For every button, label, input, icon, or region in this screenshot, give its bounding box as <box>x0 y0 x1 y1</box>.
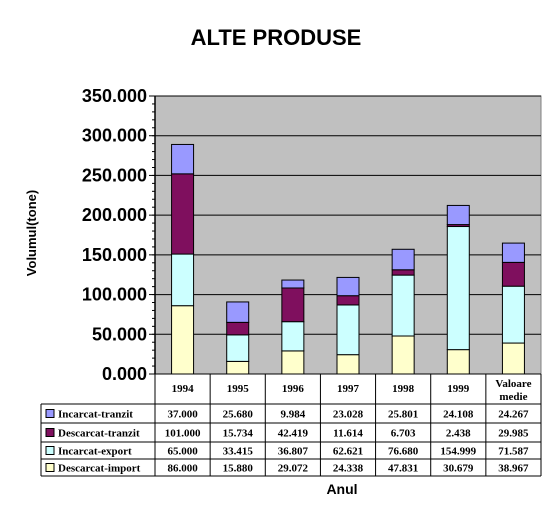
y-tick-label: 50.000 <box>92 324 147 344</box>
data-label: 71.587 <box>498 446 529 458</box>
data-label: 33.415 <box>223 446 254 458</box>
y-tick-label: 250.000 <box>82 165 147 185</box>
bar-segment <box>501 342 525 375</box>
y-tick-label: 350.000 <box>82 86 147 106</box>
data-label: 76.680 <box>388 446 419 458</box>
data-label: 38.967 <box>498 463 529 475</box>
data-label: 24.267 <box>498 409 529 421</box>
bar-segment <box>171 173 195 255</box>
data-label: 65.000 <box>167 446 198 458</box>
data-label: 47.831 <box>388 463 418 475</box>
data-label: 29.072 <box>278 463 309 475</box>
x-tick-label: 1994 <box>172 383 195 395</box>
legend-swatch <box>45 463 55 472</box>
data-label: 11.614 <box>333 428 363 440</box>
bar-segment <box>336 276 360 297</box>
legend-label: Descarcat-tranzit <box>58 428 140 440</box>
y-tick-label: 100.000 <box>82 285 147 305</box>
data-table: 1994 1995 1996 1997 1998 1999 Valoare medie Inca… <box>40 373 542 477</box>
bar-segment <box>501 285 525 344</box>
data-label: 24.108 <box>443 409 474 421</box>
bar-segment <box>226 334 250 362</box>
data-label: 6.703 <box>391 428 416 440</box>
data-label: 62.621 <box>333 446 363 458</box>
bar-segment <box>336 304 360 356</box>
bar-segment <box>226 301 250 323</box>
data-label: 9.984 <box>280 409 305 421</box>
bar-segment <box>171 143 195 175</box>
data-label: 86.000 <box>167 463 198 475</box>
table-header <box>155 374 541 404</box>
bar-segment <box>171 253 195 307</box>
x-tick-label: 1999 <box>447 383 470 395</box>
bar-segment <box>446 204 470 226</box>
gridlines <box>155 95 541 335</box>
bar-segment <box>171 305 195 375</box>
data-label: 25.680 <box>223 409 254 421</box>
bar-segment <box>391 335 415 375</box>
bar-segment <box>501 261 525 287</box>
bar-segment <box>391 274 415 337</box>
x-axis-label: Anul <box>326 481 357 497</box>
data-label: 15.734 <box>223 428 254 440</box>
legend-swatch <box>45 446 55 455</box>
legend-swatch <box>45 409 55 418</box>
y-tick-label: 0.000 <box>102 364 147 384</box>
x-tick-label: Valoare medie <box>495 378 531 403</box>
legend-label: Incarcat-tranzit <box>58 409 133 421</box>
x-tick-label: 1996 <box>282 383 305 395</box>
legend-swatch <box>45 428 55 437</box>
legend-label: Incarcat-export <box>58 446 132 458</box>
legend-label: Descarcat-import <box>58 463 141 475</box>
data-label: 154.999 <box>440 446 476 458</box>
data-label: 36.807 <box>278 446 309 458</box>
table-body <box>41 404 541 476</box>
bar-segment <box>336 295 360 306</box>
bar-segment <box>446 226 470 351</box>
data-label: 24.338 <box>333 463 364 475</box>
x-tick-label: 1997 <box>337 383 360 395</box>
bar-segment <box>281 287 305 323</box>
data-label: 30.679 <box>443 463 474 475</box>
x-tick-label: 1995 <box>227 383 250 395</box>
bar-segment <box>336 354 360 375</box>
data-label: 15.880 <box>223 463 254 475</box>
y-axis: 0.000 50.000 100.000 150.000 200.000 250.000 3… <box>82 86 156 384</box>
data-label: 25.801 <box>388 409 418 421</box>
y-tick-label: 300.000 <box>82 126 147 146</box>
chart-title: ALTE PRODUSE <box>191 25 362 50</box>
bar-segment <box>226 360 250 375</box>
bar-segment <box>226 321 250 336</box>
bar-segment <box>446 349 470 375</box>
data-label: 29.985 <box>498 428 529 440</box>
bar-segment <box>391 248 415 271</box>
y-axis-label: Volumul(tone) <box>24 190 39 276</box>
x-tick-label: 1998 <box>392 383 415 395</box>
bar-segment <box>281 350 305 375</box>
data-label: 101.000 <box>165 428 201 440</box>
data-label: 2.438 <box>446 428 471 440</box>
bar-segment <box>281 321 305 352</box>
data-label: 42.419 <box>278 428 309 440</box>
data-label: 23.028 <box>333 409 364 421</box>
data-label: 37.000 <box>167 409 198 421</box>
y-tick-label: 150.000 <box>82 245 147 265</box>
bars <box>171 143 525 375</box>
bar-segment <box>281 279 305 289</box>
y-tick-label: 200.000 <box>82 205 147 225</box>
bar-segment <box>501 242 525 263</box>
bar-segment <box>391 269 415 276</box>
